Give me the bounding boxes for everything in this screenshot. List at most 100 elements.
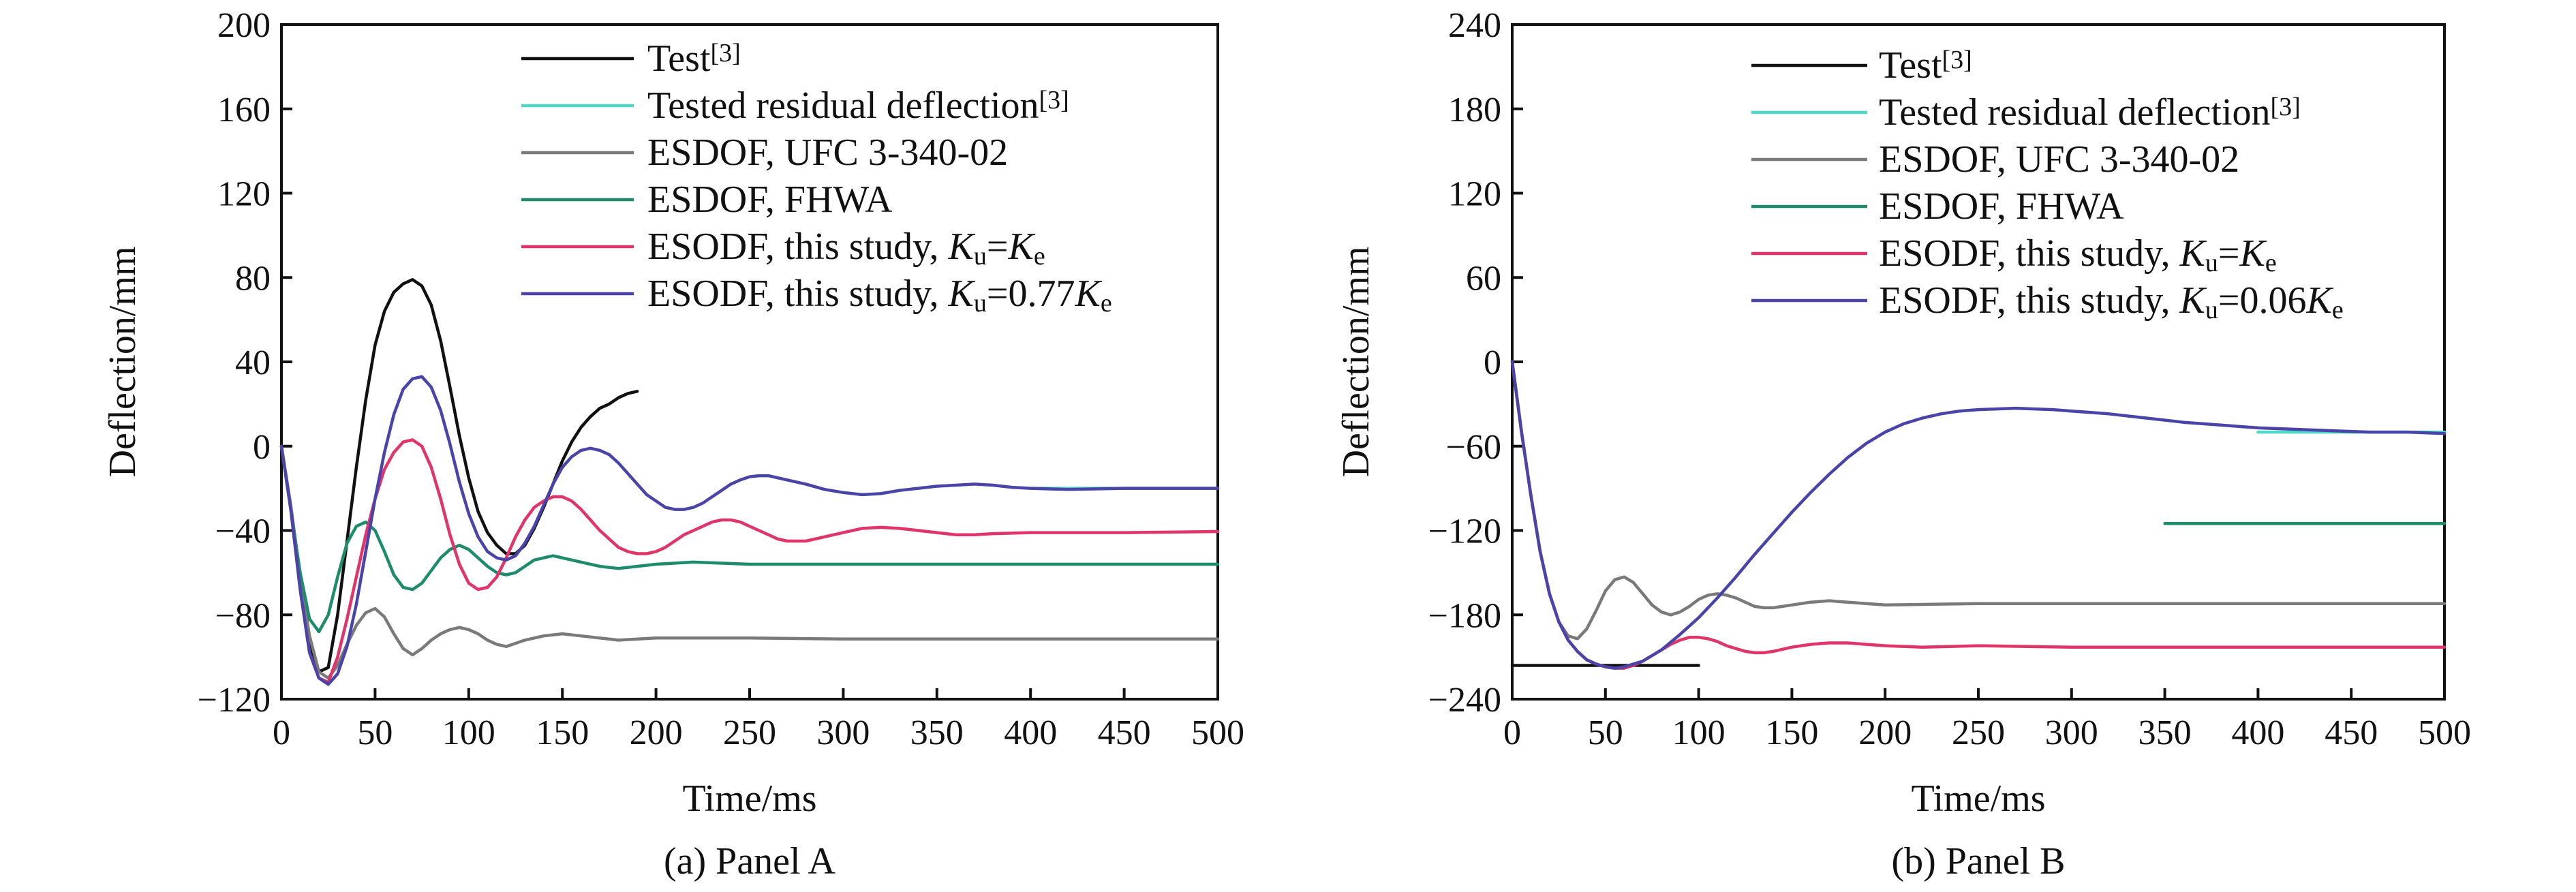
panel-a-caption: (a) Panel A: [664, 840, 835, 882]
legend-label-symbol: K: [2179, 279, 2207, 322]
legend-label-text: ESDOF, FHWA: [647, 179, 893, 221]
legend-label-text: ESODF, this study,: [647, 273, 949, 315]
panel-b-y-tick-label: 60: [1466, 259, 1501, 298]
panel-b-y-axis: −240 −180 −120 −60 0 60 120 180 240: [1428, 6, 1523, 720]
legend-label-symbol: K: [2179, 232, 2207, 275]
legend-label-symbol: K: [1074, 273, 1102, 315]
panel-b-x-tick-label: 200: [1858, 713, 1912, 752]
panel-b-y-tick-label: −120: [1428, 512, 1501, 551]
panel-a-legend-entry-2: Tested residual deflection[3]: [647, 84, 1069, 127]
panel-a-y-tick-label: 200: [217, 6, 271, 45]
panel-b-x-tick-label: 450: [2325, 713, 2378, 752]
panel-a-x-tick-label: 100: [442, 713, 495, 752]
panel-b-caption: (b) Panel B: [1891, 840, 2065, 882]
panel-b-x-tick-label: 500: [2418, 713, 2471, 752]
panel-a-legend-entry-5: ESODF, this study, Ku=Ke: [647, 226, 1045, 271]
legend-label-symbol: K: [948, 273, 976, 315]
legend-label-text: Tested residual deflection: [647, 84, 1039, 127]
panel-a-series-4-line: [279, 444, 1220, 634]
legend-label-superscript: [3]: [1039, 86, 1069, 114]
panel-b-series-3-line: [1510, 360, 2447, 641]
panel-a-y-tick-label: 40: [235, 343, 271, 382]
panel-a: −120 −80 −40 0 40 80 120 160 200 0 50 100 150 200 250…: [102, 6, 1244, 882]
legend-label-text: Test: [647, 37, 711, 80]
panel-a-x-tick-label: 450: [1098, 713, 1151, 752]
panel-a-legend-entry-6: ESODF, this study, Ku=0.77Ke: [647, 273, 1112, 318]
panel-a-legend-entry-4: ESDOF, FHWA: [647, 179, 893, 221]
panel-a-legend: Test[3]Tested residual deflection[3]ESDO…: [521, 37, 1112, 318]
legend-label-text: =: [987, 226, 1009, 268]
panel-b-x-axis: 0 50 100 150 200 250 300 350 400 450 500: [1503, 688, 2471, 752]
legend-label-symbol: K: [2239, 232, 2267, 275]
legend-label-symbol: K: [2305, 279, 2333, 322]
legend-label-subscript: u: [974, 289, 987, 318]
legend-label-subscript: e: [1101, 289, 1112, 318]
panel-b-y-tick-label: −180: [1428, 596, 1501, 635]
panel-b-x-tick-label: 150: [1765, 713, 1818, 752]
panel-b-x-tick-label: 400: [2231, 713, 2284, 752]
panel-b: −240 −180 −120 −60 0 60 120 180 240 0 50 100 150 200…: [1335, 6, 2471, 882]
legend-label-text: ESDOF, UFC 3-340-02: [1879, 138, 2239, 181]
legend-label-symbol: K: [948, 226, 976, 268]
panel-b-x-axis-label: Time/ms: [1911, 778, 2045, 820]
panel-a-x-tick-label: 0: [273, 713, 290, 752]
panel-b-y-tick-label: −60: [1446, 428, 1501, 467]
panel-a-y-tick-label: −120: [198, 681, 271, 720]
panel-b-y-axis-label: Deflection/mm: [1335, 246, 1377, 477]
legend-label-text: ESODF, this study,: [647, 226, 949, 268]
legend-label-text: Tested residual deflection: [1879, 91, 2271, 134]
panel-b-x-tick-label: 50: [1588, 713, 1623, 752]
legend-label-superscript: [3]: [1942, 46, 1972, 74]
panel-b-x-tick-label: 250: [1952, 713, 2005, 752]
panel-b-x-tick-label: 100: [1672, 713, 1726, 752]
panel-b-series-5-line: [1510, 360, 2447, 670]
panel-a-series-6-line: [279, 375, 1220, 686]
panel-a-y-tick-label: 160: [217, 91, 271, 129]
panel-a-y-axis: −120 −80 −40 0 40 80 120 160 200: [198, 6, 292, 720]
panel-b-series-6-line: [1510, 360, 2447, 670]
panel-a-x-axis: 0 50 100 150 200 250 300 350 400 450 500: [273, 688, 1244, 752]
panel-b-y-tick-label: −240: [1428, 681, 1501, 720]
panel-b-x-tick-label: 0: [1503, 713, 1521, 752]
panel-a-series-1-line: [279, 278, 639, 674]
panel-b-legend-entry-2: Tested residual deflection[3]: [1879, 91, 2301, 134]
panel-a-x-tick-label: 50: [357, 713, 393, 752]
legend-label-subscript: u: [2205, 296, 2218, 324]
legend-label-text: ESODF, this study,: [1879, 279, 2180, 322]
legend-label-text: ESDOF, UFC 3-340-02: [647, 132, 1008, 174]
panel-a-y-tick-label: 120: [217, 175, 271, 214]
panel-a-y-tick-label: 80: [235, 259, 271, 298]
legend-label-text: =0.77: [987, 273, 1075, 315]
legend-label-text: =0.06: [2218, 279, 2307, 322]
panel-a-x-tick-label: 500: [1191, 713, 1244, 752]
panel-a-y-tick-label: −40: [215, 512, 271, 551]
panel-b-y-tick-label: 180: [1448, 91, 1501, 129]
panel-a-series-5-line: [279, 438, 1220, 684]
panel-b-legend: Test[3]Tested residual deflection[3]ESDO…: [1751, 44, 2344, 324]
panel-b-legend-entry-5: ESODF, this study, Ku=Ke: [1879, 232, 2277, 277]
panel-b-legend-entry-6: ESODF, this study, Ku=0.06Ke: [1879, 279, 2344, 324]
legend-label-symbol: K: [1007, 226, 1035, 268]
panel-a-x-tick-label: 150: [536, 713, 589, 752]
legend-label-subscript: e: [1034, 242, 1045, 271]
legend-label-subscript: e: [2265, 249, 2277, 277]
panel-a-x-tick-label: 350: [910, 713, 964, 752]
panel-a-y-tick-label: 0: [253, 428, 271, 467]
panel-a-legend-entry-1: Test[3]: [647, 37, 741, 80]
legend-label-text: Test: [1879, 44, 1942, 87]
panel-a-series: [279, 278, 1220, 686]
panel-b-legend-entry-4: ESDOF, FHWA: [1879, 185, 2124, 228]
panel-a-x-tick-label: 300: [816, 713, 870, 752]
panel-a-y-tick-label: −80: [215, 596, 271, 635]
legend-label-superscript: [3]: [711, 39, 741, 67]
panel-a-x-axis-label: Time/ms: [682, 778, 816, 820]
legend-label-text: =: [2218, 232, 2240, 275]
legend-label-subscript: e: [2332, 296, 2344, 324]
legend-label-superscript: [3]: [2271, 93, 2301, 121]
panel-a-legend-entry-3: ESDOF, UFC 3-340-02: [647, 132, 1008, 174]
panel-b-legend-entry-3: ESDOF, UFC 3-340-02: [1879, 138, 2239, 181]
panel-a-x-tick-label: 400: [1004, 713, 1057, 752]
panel-b-x-tick-label: 350: [2138, 713, 2192, 752]
panel-b-x-tick-label: 300: [2045, 713, 2098, 752]
